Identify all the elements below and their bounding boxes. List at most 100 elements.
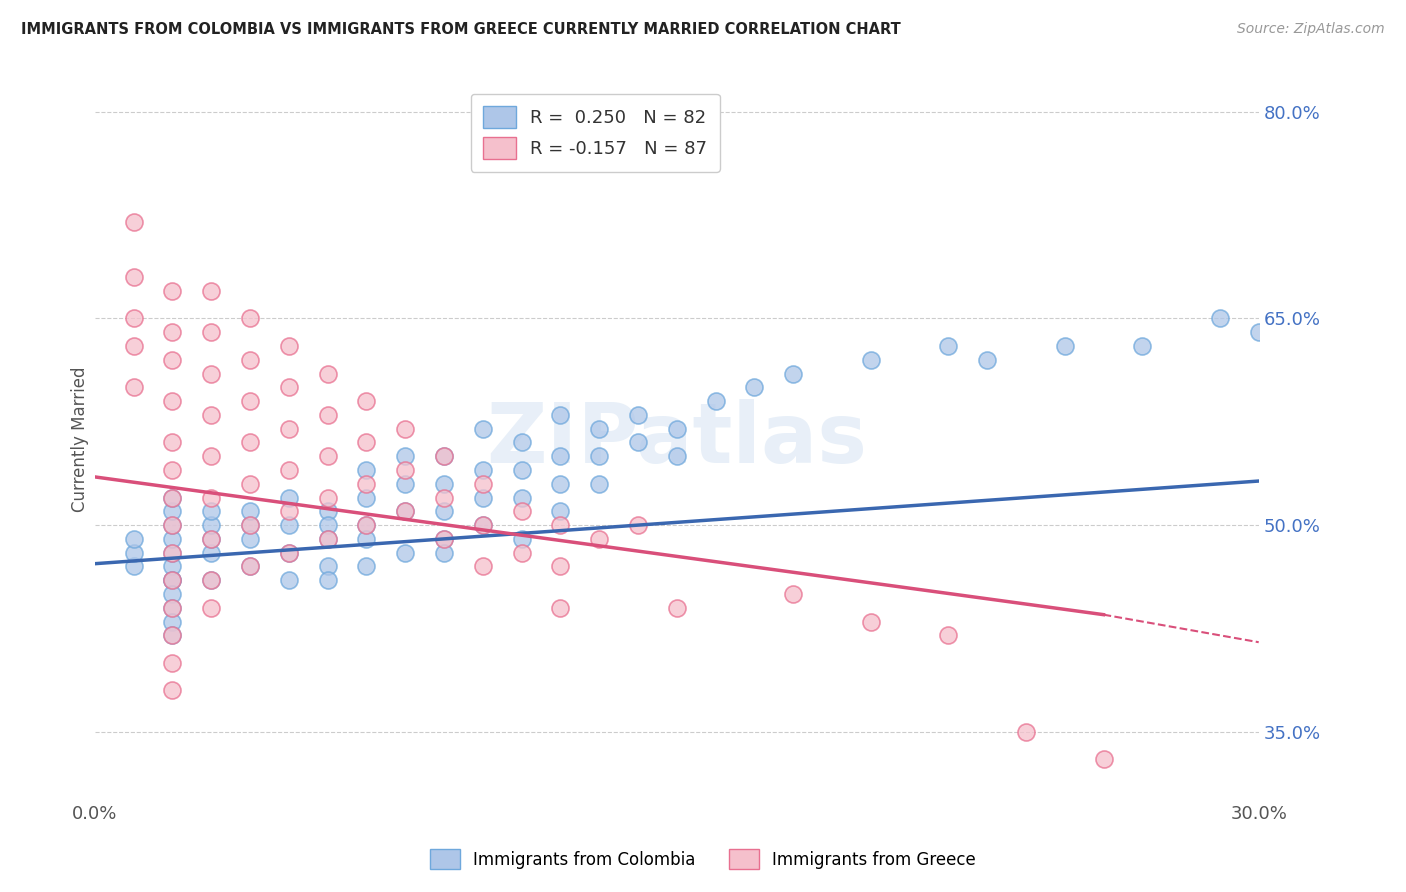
Point <box>433 532 456 546</box>
Point <box>510 491 533 505</box>
Point <box>316 518 339 533</box>
Point <box>162 587 184 601</box>
Point <box>277 380 299 394</box>
Point <box>550 504 572 518</box>
Point <box>433 532 456 546</box>
Point <box>200 532 222 546</box>
Text: IMMIGRANTS FROM COLOMBIA VS IMMIGRANTS FROM GREECE CURRENTLY MARRIED CORRELATION: IMMIGRANTS FROM COLOMBIA VS IMMIGRANTS F… <box>21 22 901 37</box>
Point <box>200 573 222 587</box>
Point <box>704 394 727 409</box>
Point <box>239 518 262 533</box>
Point <box>356 491 378 505</box>
Point <box>162 394 184 409</box>
Point <box>1209 311 1232 326</box>
Legend: R =  0.250   N = 82, R = -0.157   N = 87: R = 0.250 N = 82, R = -0.157 N = 87 <box>471 94 720 172</box>
Point <box>356 518 378 533</box>
Point <box>588 449 610 463</box>
Point <box>162 435 184 450</box>
Point <box>356 435 378 450</box>
Point <box>471 518 494 533</box>
Point <box>162 491 184 505</box>
Point <box>122 270 145 285</box>
Point <box>239 559 262 574</box>
Point <box>316 573 339 587</box>
Text: ZIPatlas: ZIPatlas <box>486 399 868 480</box>
Point <box>433 449 456 463</box>
Point <box>588 476 610 491</box>
Point <box>976 352 998 367</box>
Point <box>277 463 299 477</box>
Point <box>122 215 145 229</box>
Point <box>162 518 184 533</box>
Point <box>122 546 145 560</box>
Point <box>510 504 533 518</box>
Point <box>510 532 533 546</box>
Point <box>162 463 184 477</box>
Point <box>316 532 339 546</box>
Point <box>433 476 456 491</box>
Point <box>1092 752 1115 766</box>
Point <box>471 559 494 574</box>
Point <box>471 422 494 436</box>
Point <box>162 683 184 698</box>
Point <box>394 449 416 463</box>
Legend: Immigrants from Colombia, Immigrants from Greece: Immigrants from Colombia, Immigrants fro… <box>420 838 986 880</box>
Point <box>550 600 572 615</box>
Point <box>162 573 184 587</box>
Point <box>316 449 339 463</box>
Point <box>394 422 416 436</box>
Point <box>471 463 494 477</box>
Point <box>433 504 456 518</box>
Point <box>162 532 184 546</box>
Point <box>277 546 299 560</box>
Point <box>588 532 610 546</box>
Point <box>239 435 262 450</box>
Point <box>162 615 184 629</box>
Point <box>1015 724 1038 739</box>
Point <box>200 532 222 546</box>
Point <box>162 546 184 560</box>
Point <box>122 380 145 394</box>
Point <box>550 518 572 533</box>
Point <box>239 504 262 518</box>
Point <box>200 326 222 340</box>
Point <box>162 628 184 642</box>
Point <box>1053 339 1076 353</box>
Point <box>200 408 222 422</box>
Point <box>277 546 299 560</box>
Point <box>356 463 378 477</box>
Point <box>200 449 222 463</box>
Point <box>859 615 882 629</box>
Point <box>200 367 222 381</box>
Point <box>162 352 184 367</box>
Point <box>665 449 688 463</box>
Point <box>162 518 184 533</box>
Point <box>433 491 456 505</box>
Point <box>277 518 299 533</box>
Point <box>239 476 262 491</box>
Y-axis label: Currently Married: Currently Married <box>72 367 89 512</box>
Point <box>936 339 959 353</box>
Point <box>122 532 145 546</box>
Point <box>239 394 262 409</box>
Point <box>316 559 339 574</box>
Point <box>239 518 262 533</box>
Point <box>239 559 262 574</box>
Point <box>200 518 222 533</box>
Point <box>162 600 184 615</box>
Point <box>162 600 184 615</box>
Point <box>162 504 184 518</box>
Point <box>356 518 378 533</box>
Point <box>627 408 650 422</box>
Point <box>316 532 339 546</box>
Point <box>277 573 299 587</box>
Point <box>394 476 416 491</box>
Point <box>162 628 184 642</box>
Point <box>162 559 184 574</box>
Point <box>627 518 650 533</box>
Point <box>550 408 572 422</box>
Point <box>433 546 456 560</box>
Point <box>1247 326 1270 340</box>
Point <box>316 367 339 381</box>
Point <box>550 476 572 491</box>
